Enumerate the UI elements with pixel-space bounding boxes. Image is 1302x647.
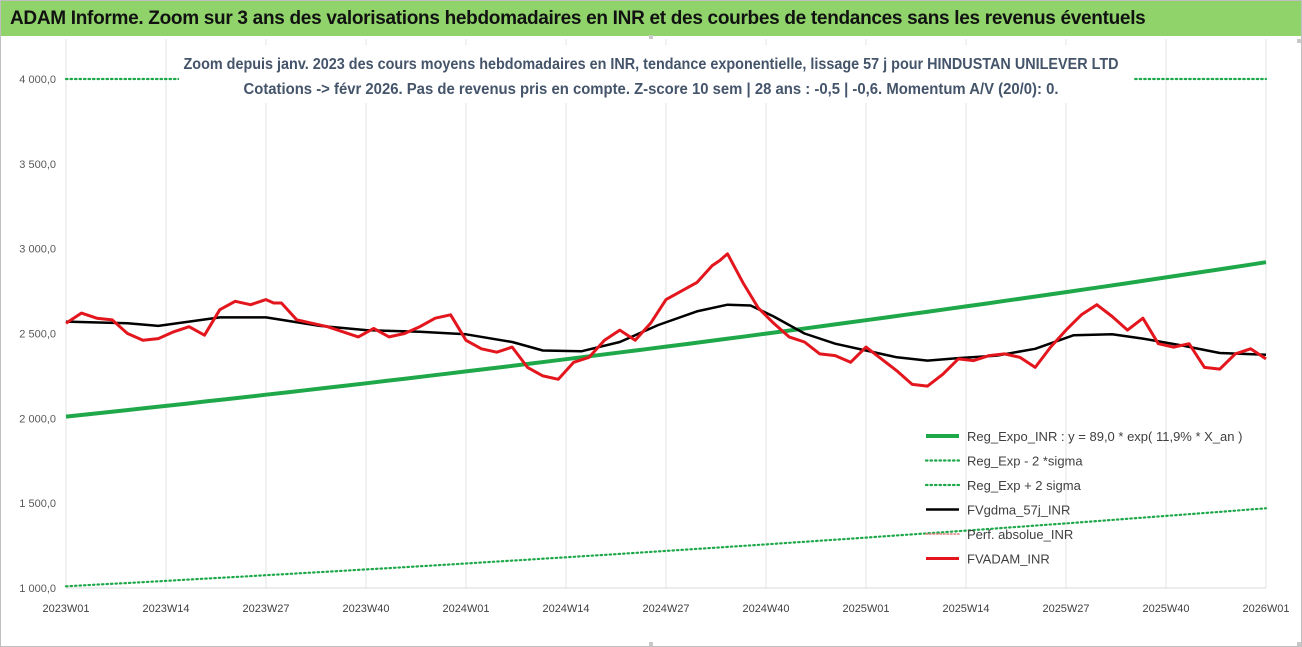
y-tick-label: 2 000,0 — [19, 413, 56, 425]
resize-handle-right[interactable] — [1297, 39, 1301, 43]
x-axis-ticks: 2023W01 2023W14 2023W27 2023W40 2024W01 2024W… — [42, 603, 1289, 615]
x-tick-label: 2025W40 — [1142, 603, 1189, 615]
series-line-reg_expo — [65, 260, 1267, 419]
y-tick-label: 1 000,0 — [19, 583, 56, 595]
x-tick-label: 2023W14 — [142, 603, 189, 615]
legend-label-minus2: Reg_Exp - 2 *sigma — [967, 454, 1083, 469]
legend-label-fvgdma: FVgdma_57j_INR — [967, 503, 1070, 518]
resize-handle-top[interactable] — [649, 35, 653, 39]
legend-label-fvadam: FVADAM_INR — [967, 552, 1050, 567]
x-tick-label: 2025W01 — [842, 603, 889, 615]
legend-label-perf: Perf. absolue_INR — [967, 527, 1073, 542]
series-line-fvadam — [65, 252, 1267, 388]
x-tick-label: 2025W27 — [1042, 603, 1089, 615]
x-tick-label: 2023W01 — [42, 603, 89, 615]
gridlines — [65, 39, 1267, 589]
chart-title: Zoom depuis janv. 2023 des cours moyens … — [184, 56, 1119, 73]
y-tick-label: 2 500,0 — [19, 329, 56, 341]
series-lines — [64, 77, 1268, 588]
x-tick-label: 2024W14 — [542, 603, 589, 615]
x-tick-label: 2026W01 — [1242, 603, 1289, 615]
y-axis-ticks: 1 000,0 1 500,0 2 000,0 2 500,0 3 000,0 3 500… — [19, 74, 56, 595]
x-tick-label: 2023W27 — [242, 603, 289, 615]
x-tick-label: 2023W40 — [342, 603, 389, 615]
x-tick-label: 2024W40 — [742, 603, 789, 615]
banner-title: ADAM Informe. Zoom sur 3 ans des valoris… — [10, 8, 1146, 29]
x-tick-label: 2024W01 — [442, 603, 489, 615]
resize-handle-bottom-right[interactable] — [1297, 642, 1301, 646]
y-tick-label: 3 000,0 — [19, 244, 56, 256]
x-tick-label: 2025W14 — [942, 603, 989, 615]
x-tick-label: 2024W27 — [642, 603, 689, 615]
legend-label-reg_expo: Reg_Expo_INR : y = 89,0 * exp( 11,9% * X… — [967, 429, 1242, 444]
y-tick-label: 4 000,0 — [19, 74, 56, 86]
legend-label-plus2: Reg_Exp + 2 sigma — [967, 478, 1082, 493]
title-backdrop — [179, 45, 1127, 103]
legend: Reg_Expo_INR : y = 89,0 * exp( 11,9% * X… — [924, 429, 1242, 567]
chart-subtitle: Cotations -> févr 2026. Pas de revenus p… — [244, 81, 1059, 98]
y-tick-label: 3 500,0 — [19, 159, 56, 171]
resize-handle-bottom[interactable] — [649, 642, 653, 646]
y-tick-label: 1 500,0 — [19, 498, 56, 510]
series-line-minus2 — [64, 507, 1268, 588]
title-banner: ADAM Informe. Zoom sur 3 ans des valoris… — [1, 1, 1301, 36]
